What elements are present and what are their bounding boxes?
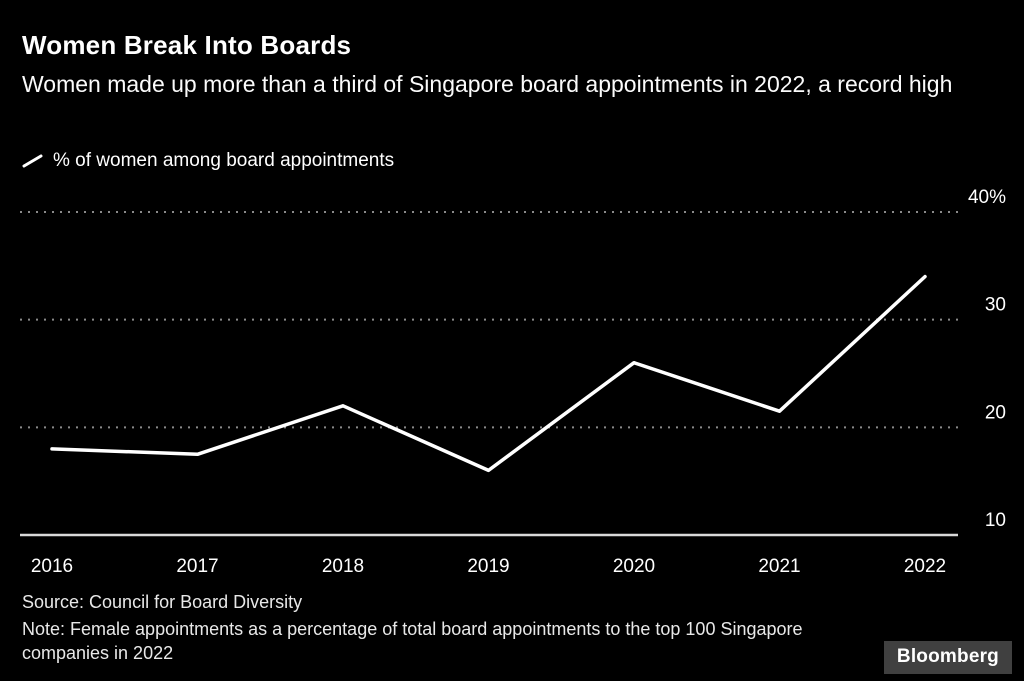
legend-label: % of women among board appointments [53,150,395,171]
y-tick-label: 10 [985,510,1006,531]
bloomberg-logo: Bloomberg [883,641,1012,674]
x-tick-label: 2018 [322,556,364,577]
chart-subtitle: Women made up more than a third of Singa… [22,71,953,97]
x-tick-label: 2016 [31,556,73,577]
x-tick-label: 2020 [613,556,655,577]
line-chart: 40% 30 20 10 2016 2017 2018 2019 2020 2021 2022 [20,187,1006,577]
x-tick-label: 2021 [758,556,800,577]
source-text: Source: Council for Board Diversity [22,592,303,612]
line-series-icon [22,153,44,169]
legend: % of women among board appointments [22,150,394,172]
note-text: Note: Female appointments as a percentag… [22,619,803,663]
x-tick-label: 2022 [904,556,946,577]
y-tick-label: 30 [985,295,1006,316]
chart-title: Women Break Into Boards [22,30,352,60]
y-tick-label: 40% [968,187,1006,208]
x-tick-label: 2017 [176,556,218,577]
y-tick-label: 20 [985,402,1006,423]
data-line [50,274,927,473]
x-tick-label: 2019 [467,556,509,577]
